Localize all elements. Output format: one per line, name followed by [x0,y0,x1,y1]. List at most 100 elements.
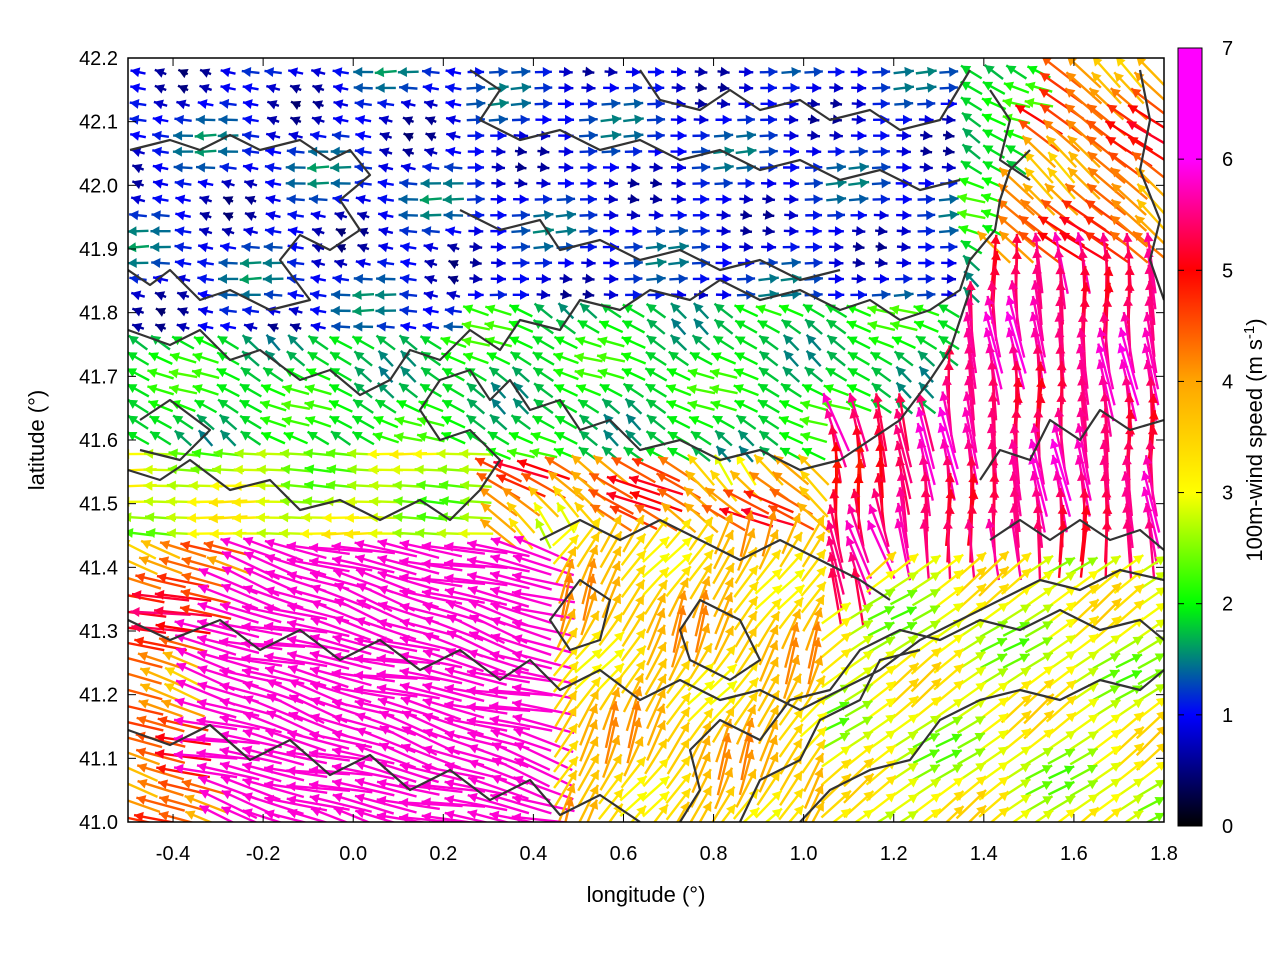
wind-arrow [310,322,326,332]
wind-arrow [601,146,621,157]
wind-arrow [174,178,192,189]
wind-arrow [441,415,466,429]
wind-arrow [804,178,823,189]
wind-arrow [847,351,870,366]
wind-arrow [828,273,844,284]
wind-arrow [645,350,667,367]
wind-arrow [330,178,351,189]
wind-arrow [874,257,888,268]
wind-arrow [646,334,666,351]
wind-arrow [758,430,779,447]
wind-arrow [194,399,218,414]
wind-arrow [152,194,169,205]
wind-arrow [442,194,464,205]
x-tick-label: 1.2 [880,843,908,865]
wind-arrow [259,415,287,428]
wind-arrow [1118,327,1139,390]
wind-arrow [219,305,237,316]
wind-arrow [222,196,234,206]
wind-arrow [216,383,240,398]
wind-arrow [578,414,599,431]
wind-arrow [511,366,531,383]
wind-arrow [264,162,282,173]
wind-arrow [893,408,913,468]
wind-arrow [394,416,423,427]
wind-arrow [598,320,624,334]
wind-arrow [1118,359,1138,422]
wind-arrow [604,66,618,77]
colorbar-tick-label: 7 [1222,38,1233,60]
wind-arrow [872,393,888,452]
y-tick-label: 42.1 [79,112,118,134]
wind-arrow [668,350,689,367]
wind-arrow [846,320,872,333]
wind-arrow [147,384,175,396]
wind-arrow [357,243,370,253]
wind-arrow [175,194,191,205]
wind-arrow [241,67,260,77]
wind-arrow [197,99,214,109]
wind-arrow [379,131,393,142]
wind-arrow [736,130,757,141]
wind-arrow [919,162,933,173]
wind-arrow [378,226,394,237]
wind-arrow [354,366,373,383]
wind-arrow [896,226,911,237]
wind-arrow [625,226,642,237]
wind-arrow [529,447,558,459]
wind-arrow [717,82,730,93]
wind-arrow [534,82,553,93]
wind-arrow [459,448,493,459]
wind-arrow [848,178,870,189]
wind-arrow [129,114,147,125]
wind-arrow [354,146,372,157]
wind-arrow [1126,120,1164,145]
wind-arrow [197,321,214,332]
wind-arrow [738,82,754,93]
wind-arrow [691,334,711,351]
wind-arrow [873,130,890,141]
wind-arrow [328,383,353,398]
wind-arrow [984,295,1002,358]
wind-arrow [353,273,373,284]
wind-arrow [1064,103,1104,137]
wind-arrow [739,241,754,252]
wind-arrow [241,242,260,253]
wind-arrow [332,274,350,284]
wind-arrow [692,302,710,320]
wind-arrow [402,116,415,126]
colorbar-tick-label: 6 [1222,149,1233,171]
wind-arrow [915,82,937,93]
wind-arrow [603,257,619,268]
wind-arrow [239,383,262,398]
wind-arrow [536,289,551,300]
wind-arrow [737,273,756,284]
wind-arrow [581,82,596,93]
wind-arrow [783,178,799,189]
wind-arrow [580,178,597,189]
wind-arrow [421,67,440,77]
wind-arrow [848,162,869,173]
wind-arrow [356,211,370,221]
wind-arrow [377,194,395,205]
wind-arrow [895,114,912,125]
wind-arrow [260,431,286,445]
wind-arrow [709,368,738,379]
wind-arrow [242,114,259,125]
wind-arrow [289,84,302,94]
wind-arrow [647,66,665,77]
wind-arrow [851,225,866,236]
wind-arrow [128,242,150,253]
wind-arrow [1136,58,1164,87]
wind-arrow [759,146,778,157]
wind-arrow [154,291,167,301]
wind-arrow [423,99,438,110]
wind-arrow [709,384,738,395]
wind-arrow [784,210,799,221]
wind-arrow [468,226,484,237]
wind-arrow [442,383,465,398]
wind-arrow [537,162,550,173]
wind-arrow [307,334,329,351]
wind-arrow [851,273,866,284]
wind-arrow [147,368,174,380]
